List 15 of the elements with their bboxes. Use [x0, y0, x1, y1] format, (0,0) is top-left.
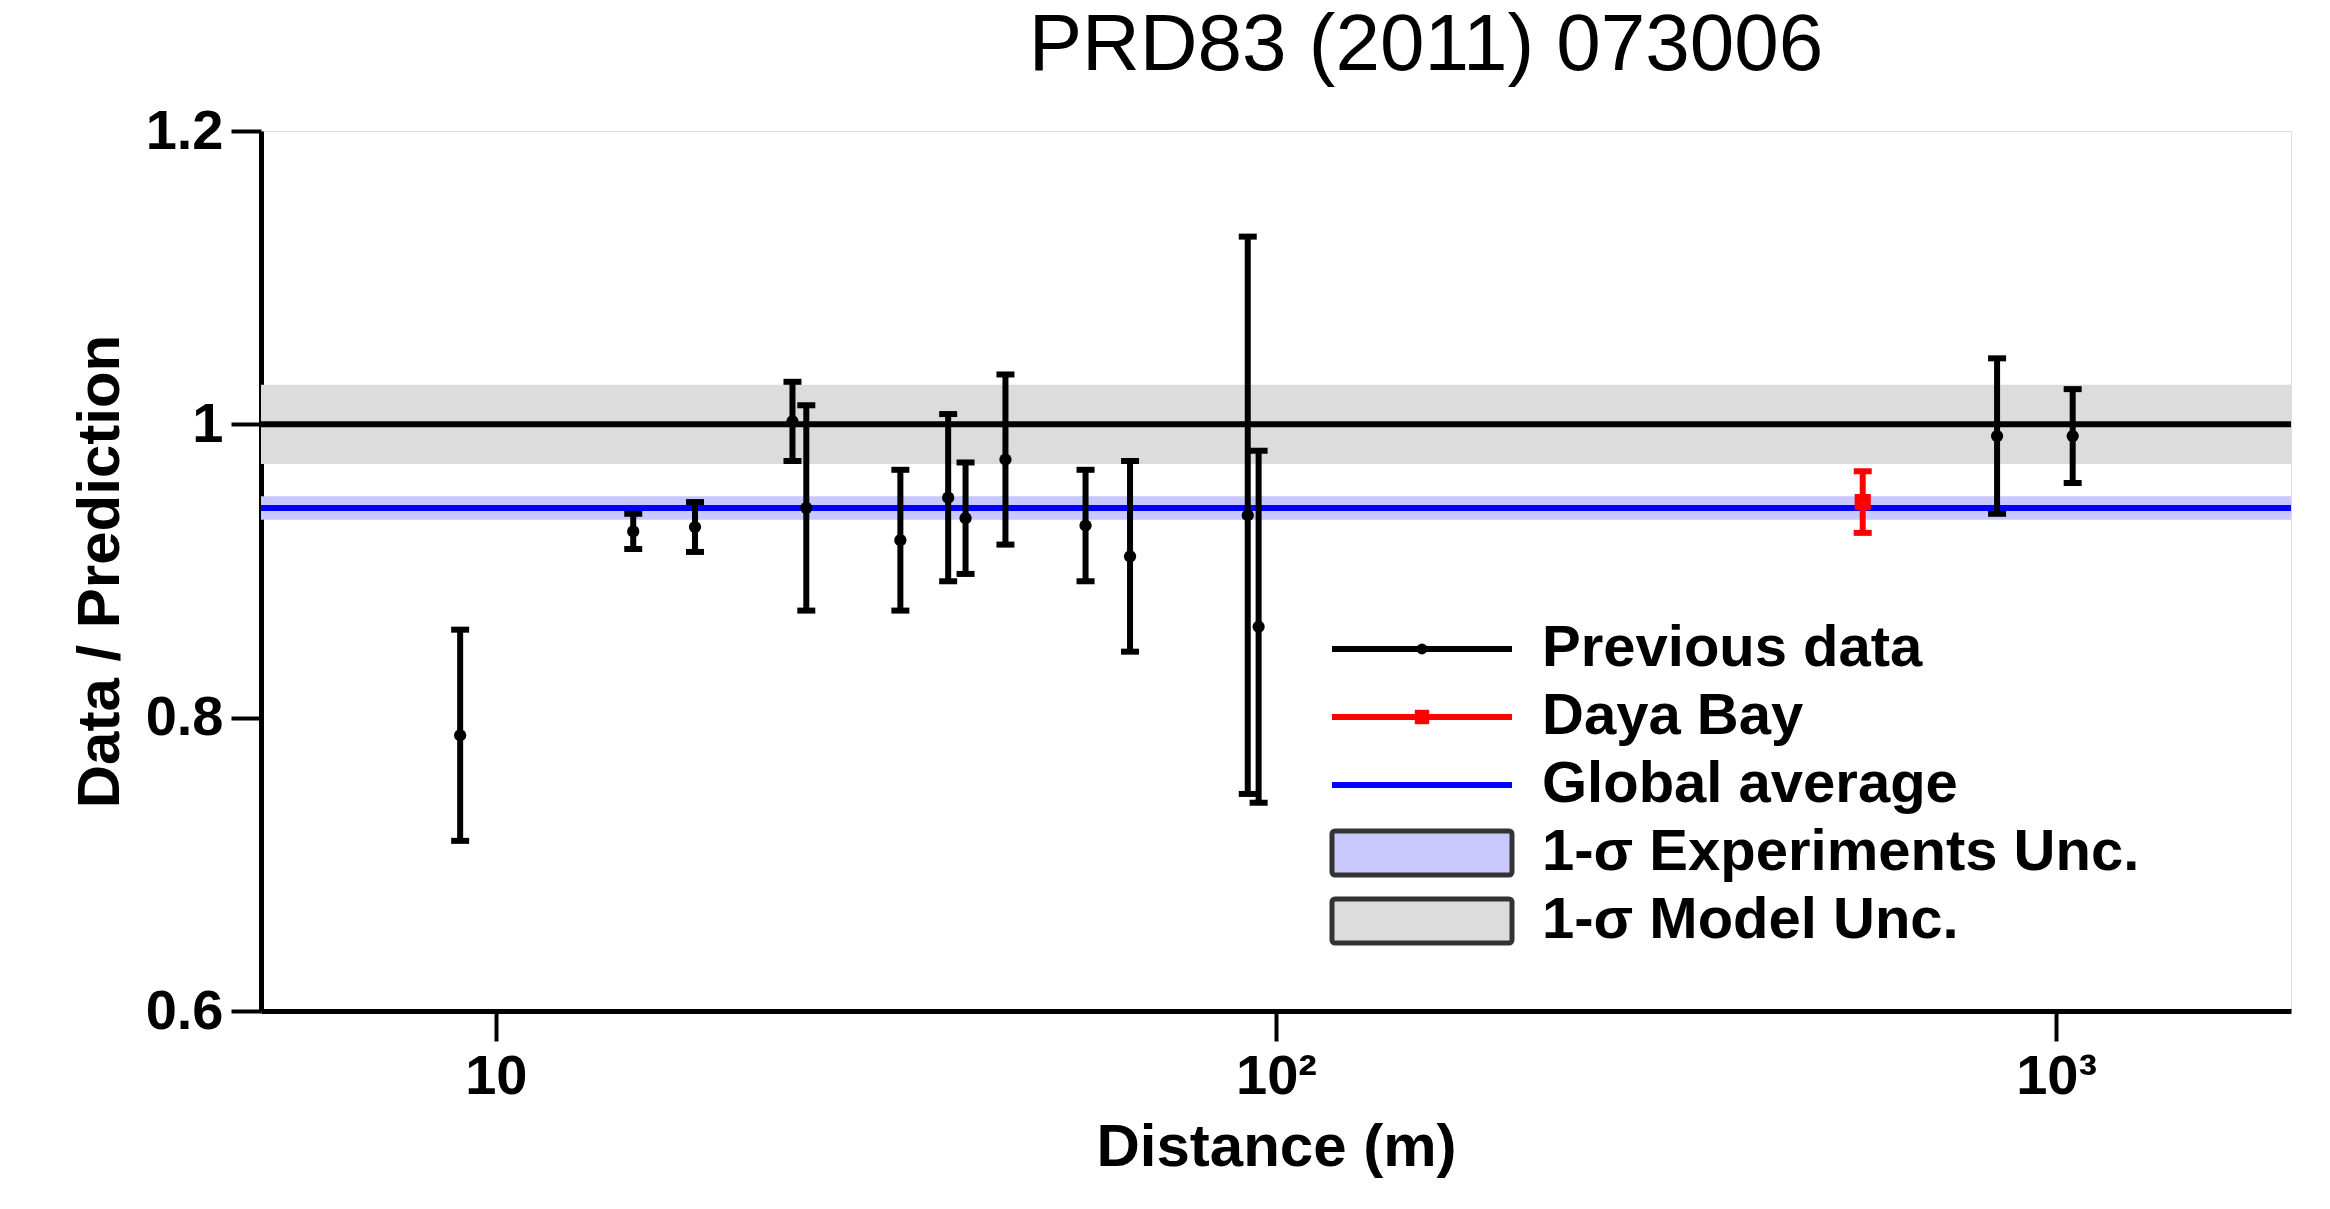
legend-label: Global average: [1542, 749, 1958, 814]
y-axis-title: Data / Prediction: [64, 334, 132, 809]
legend-label: 1-σ Experiments Unc.: [1542, 817, 2140, 882]
x-axis-title: Distance (m): [1096, 1111, 1457, 1179]
y-tick-label: 0.8: [145, 684, 224, 748]
x-tick-label: 10²: [1236, 1042, 1317, 1106]
legend-label: 1-σ Model Unc.: [1542, 885, 1959, 950]
chart-title: PRD83 (2011) 073006: [1028, 0, 1824, 87]
y-tick-label: 1: [192, 390, 224, 454]
x-tick-label: 10³: [2016, 1042, 2098, 1106]
x-tick-label: 10: [465, 1042, 528, 1106]
y-tick-label: 1.2: [145, 97, 224, 161]
y-tick-label: 0.6: [145, 977, 224, 1041]
legend-label: Previous data: [1542, 613, 1924, 678]
legend-label: Daya Bay: [1542, 681, 1804, 746]
